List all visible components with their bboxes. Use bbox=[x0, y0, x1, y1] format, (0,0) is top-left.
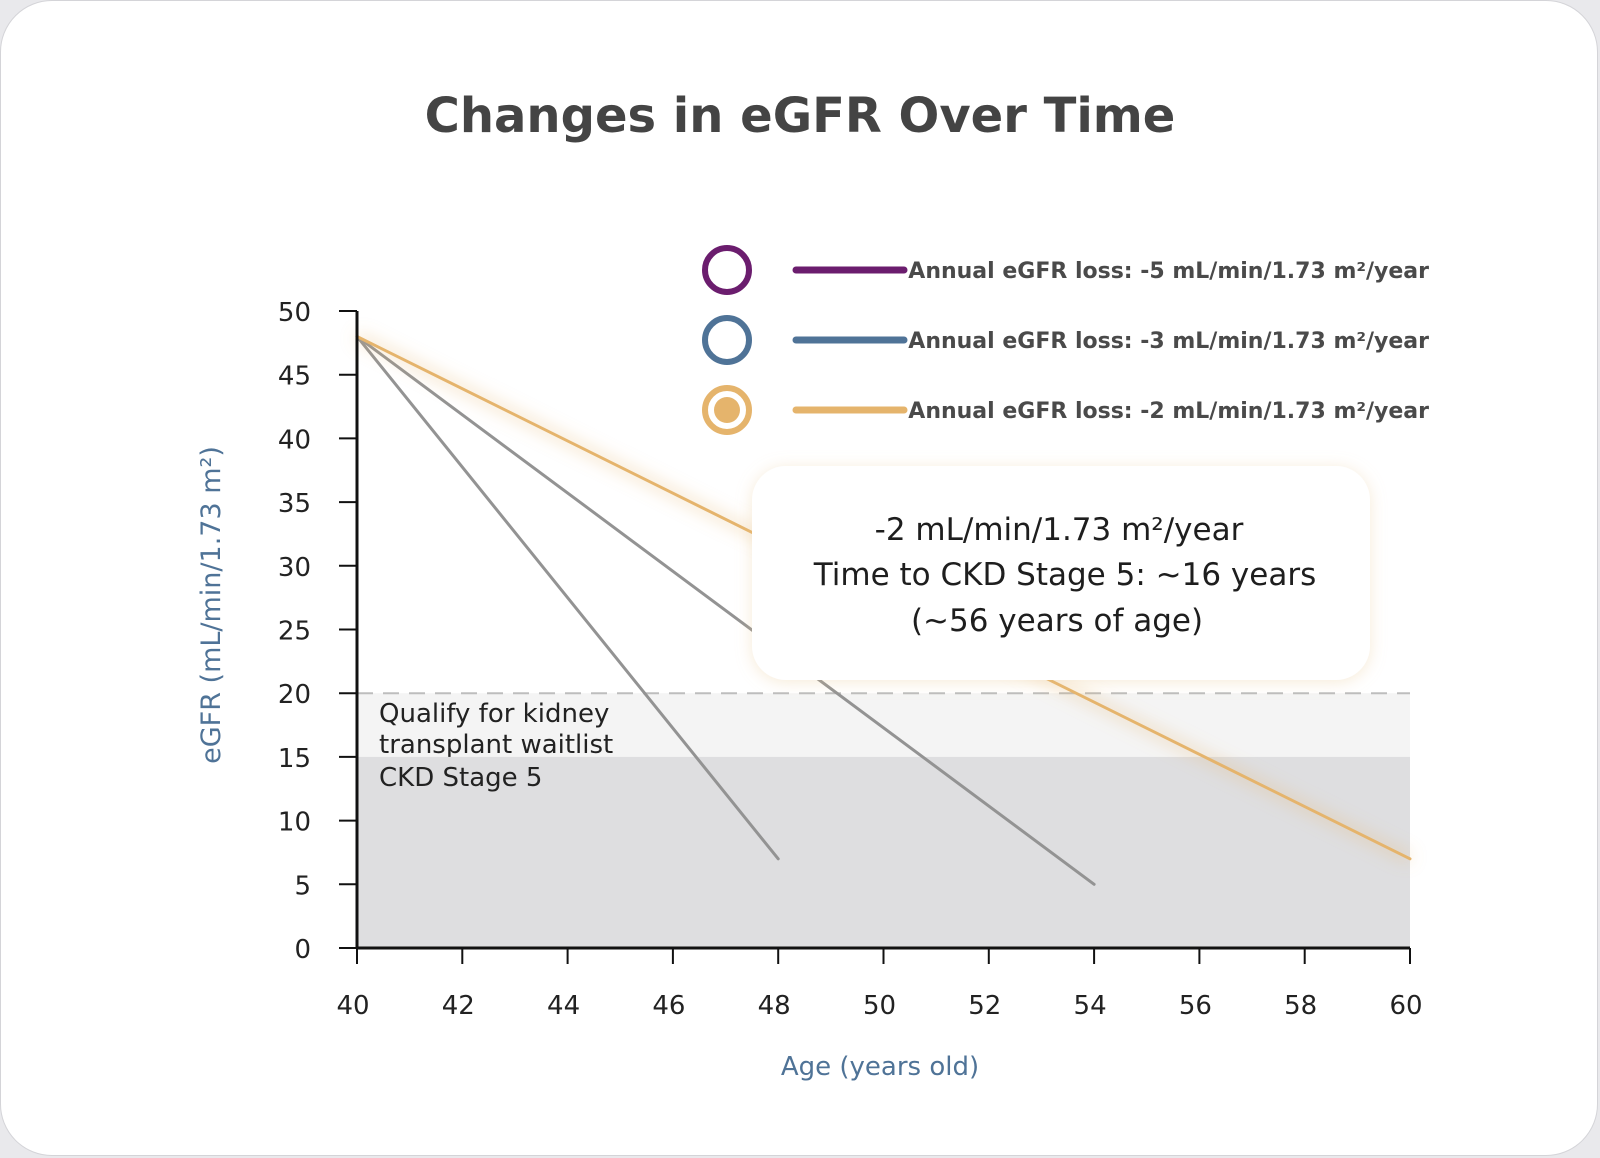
x-tick-label-60: 60 bbox=[1389, 991, 1422, 1021]
legend-marker-0 bbox=[702, 245, 752, 295]
callout-box: -2 mL/min/1.73 m²/year Time to CKD Stage… bbox=[752, 466, 1370, 680]
y-tick-label-20: 20 bbox=[278, 680, 311, 710]
legend-marker-fill-2 bbox=[714, 397, 740, 423]
x-tick-label-48: 48 bbox=[758, 991, 791, 1021]
band-0-label-1: transplant waitlist bbox=[379, 730, 613, 760]
series-1-line bbox=[355, 334, 1096, 886]
chart-title: Changes in eGFR Over Time bbox=[425, 88, 1176, 144]
x-axis-label: Age (years old) bbox=[781, 1052, 979, 1082]
band-0 bbox=[357, 693, 1410, 757]
x-tick-label-56: 56 bbox=[1179, 991, 1212, 1021]
x-tick-label-44: 44 bbox=[547, 991, 580, 1021]
x-tick-label-58: 58 bbox=[1284, 991, 1317, 1021]
legend-marker-2 bbox=[702, 385, 752, 435]
y-tick-label-30: 30 bbox=[278, 553, 311, 583]
callout-line-3: (~56 years of age) bbox=[911, 603, 1203, 639]
y-tick-label-10: 10 bbox=[278, 808, 311, 838]
y-tick-label-50: 50 bbox=[278, 298, 311, 328]
y-axis-label: eGFR (mL/min/1.73 m²) bbox=[196, 446, 227, 764]
callout-line-1: -2 mL/min/1.73 m²/year bbox=[875, 512, 1244, 548]
legend-label-2: Annual eGFR loss: -2 mL/min/1.73 m²/year bbox=[908, 399, 1429, 424]
legend-label-1: Annual eGFR loss: -3 mL/min/1.73 m²/year bbox=[908, 329, 1429, 354]
legend-label-0: Annual eGFR loss: -5 mL/min/1.73 m²/year bbox=[908, 259, 1429, 284]
y-tick-label-25: 25 bbox=[278, 617, 311, 647]
y-tick-label-15: 15 bbox=[278, 744, 311, 774]
y-tick-label-40: 40 bbox=[278, 425, 311, 455]
y-tick-label-35: 35 bbox=[278, 489, 311, 519]
x-tick-label-52: 52 bbox=[968, 991, 1001, 1021]
x-tick-label-42: 42 bbox=[442, 991, 475, 1021]
callout-background bbox=[752, 466, 1370, 680]
legend-marker-1 bbox=[702, 315, 752, 365]
band-0-label-0: Qualify for kidney bbox=[379, 699, 609, 729]
x-tick-label-46: 46 bbox=[652, 991, 685, 1021]
y-tick-label-0: 0 bbox=[294, 935, 311, 965]
x-tick-label-54: 54 bbox=[1074, 991, 1107, 1021]
y-tick-label-45: 45 bbox=[278, 362, 311, 392]
x-tick-label-50: 50 bbox=[863, 991, 896, 1021]
callout-line-2: Time to CKD Stage 5: ~16 years bbox=[813, 557, 1316, 593]
x-tick-label-40: 40 bbox=[336, 991, 369, 1021]
y-tick-label-5: 5 bbox=[294, 871, 311, 901]
band-1-label-0: CKD Stage 5 bbox=[379, 763, 542, 793]
band-1 bbox=[357, 756, 1410, 948]
series-0-line bbox=[355, 334, 780, 861]
